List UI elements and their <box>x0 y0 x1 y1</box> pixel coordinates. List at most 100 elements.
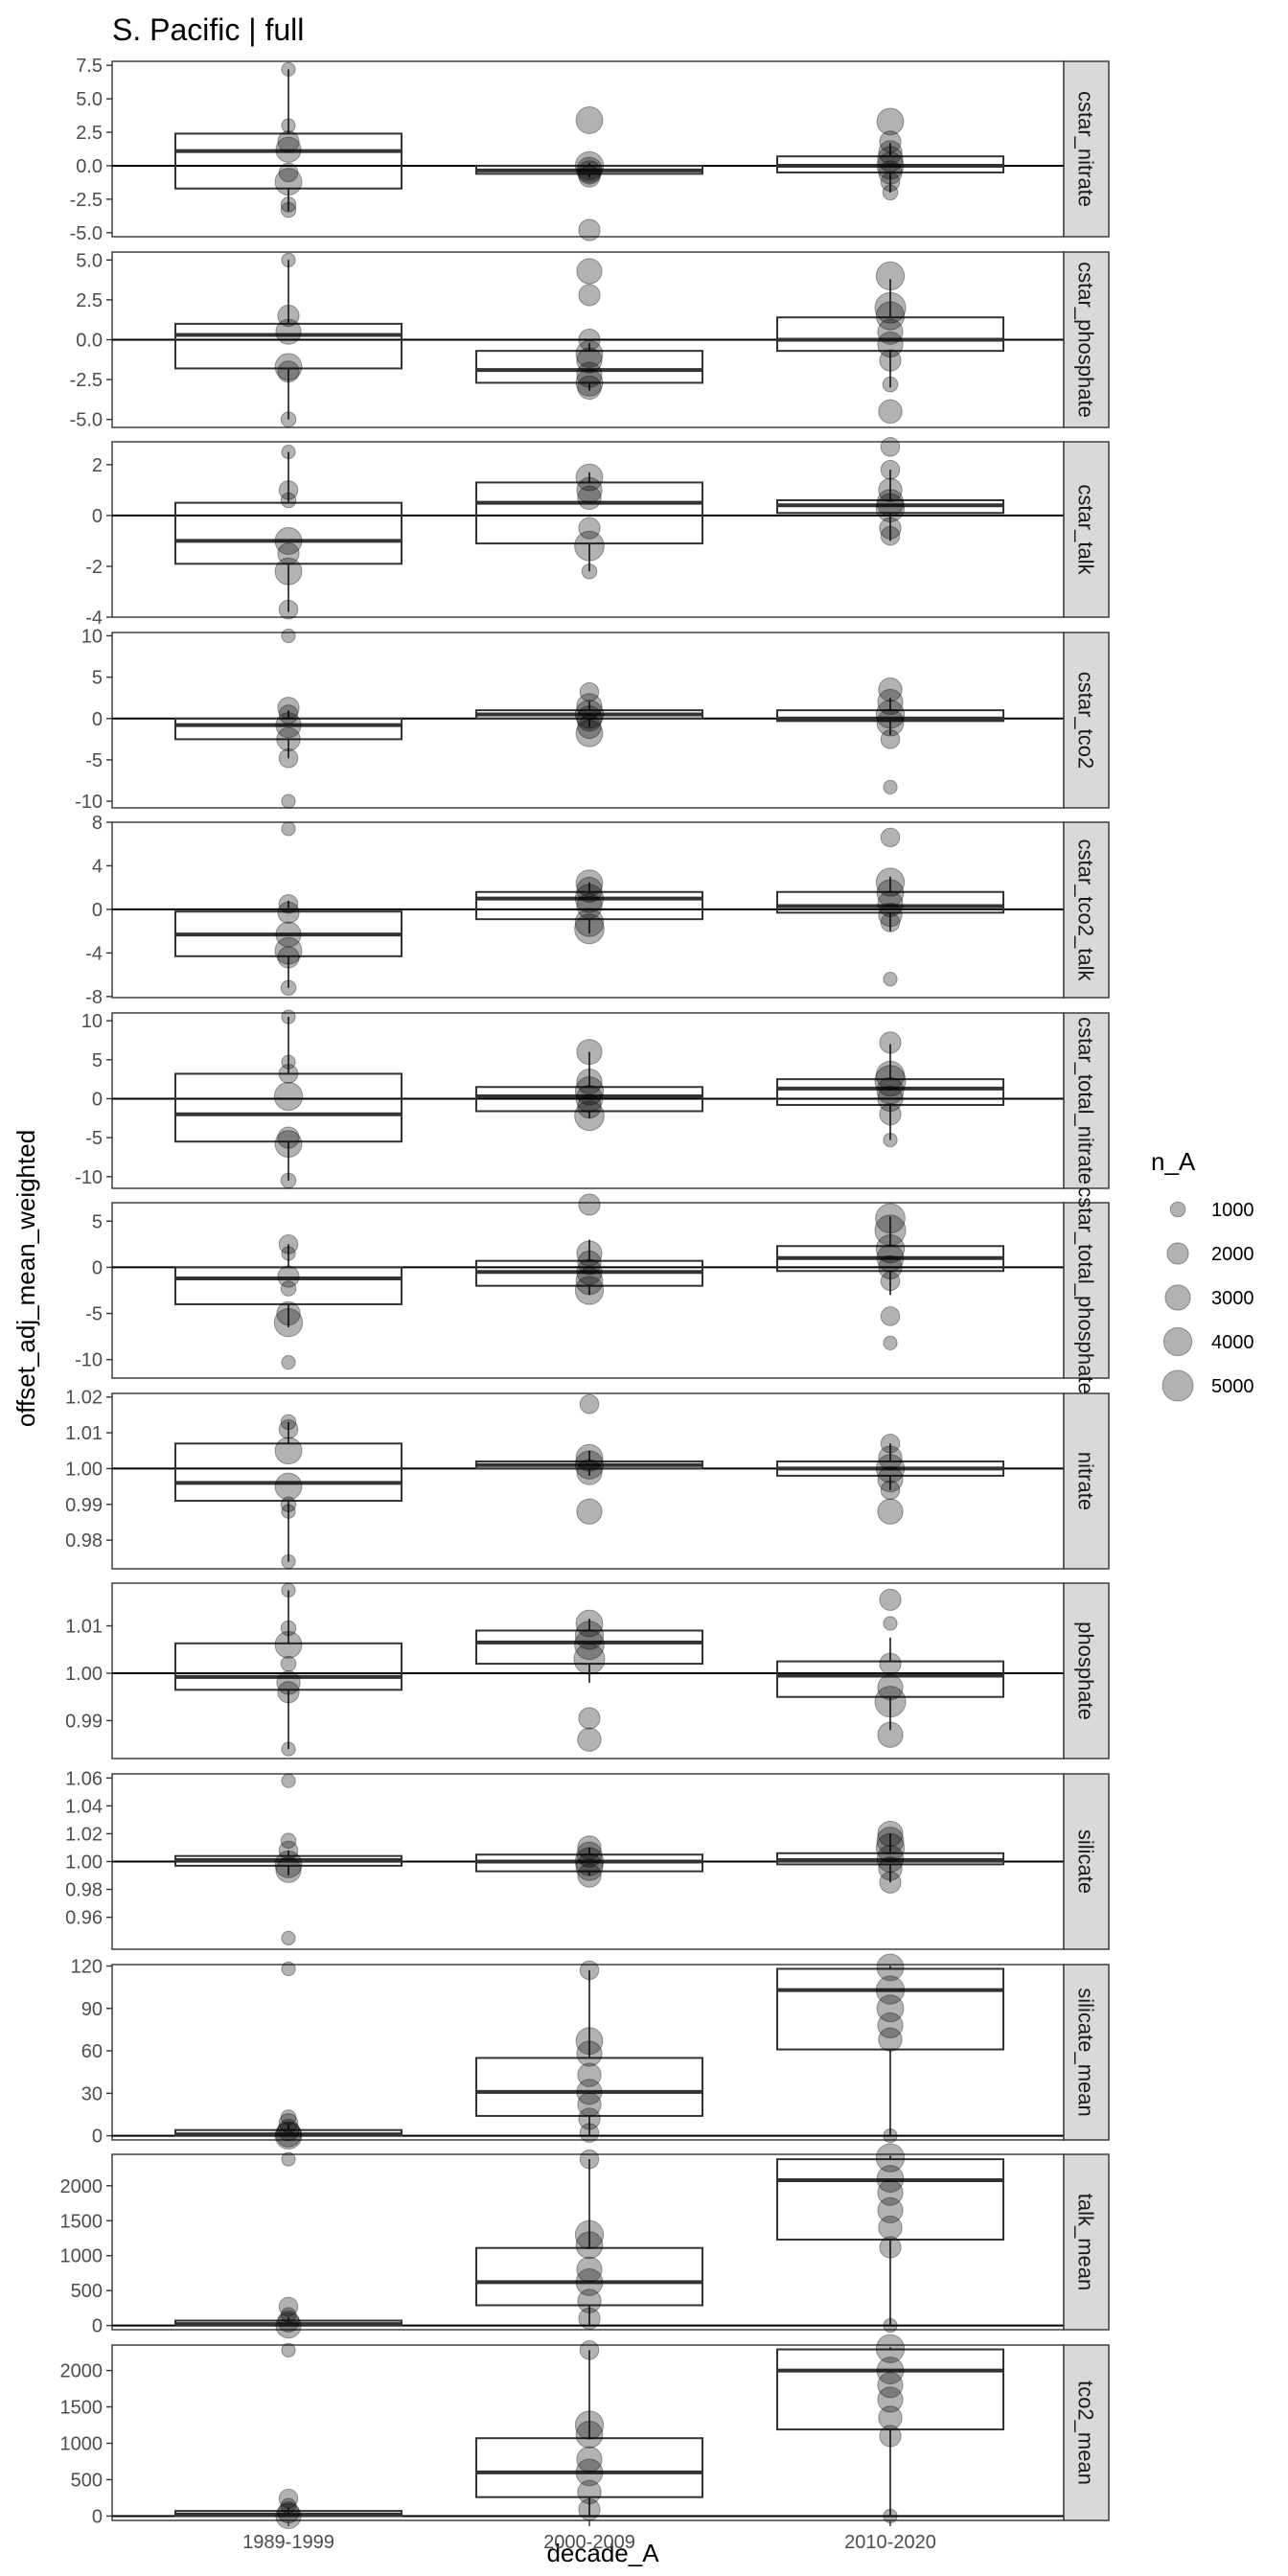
data-point <box>877 331 904 358</box>
y-tick-label: 0 <box>92 1089 103 1110</box>
data-point <box>877 2012 904 2039</box>
data-point <box>281 1246 296 1261</box>
data-point <box>876 107 905 136</box>
data-point <box>274 1850 303 1878</box>
facet-cstar-talk: -4 -2 0 2 cstar_talk <box>85 437 1110 629</box>
facet-strip-label: phosphate <box>1074 1622 1098 1720</box>
y-tick-label: -5 <box>85 750 103 771</box>
legend-title: n_A <box>1151 1147 1196 1176</box>
data-point <box>883 1616 898 1631</box>
facet-strip-label: cstar_phosphate <box>1074 262 1098 418</box>
data-point <box>578 284 601 307</box>
data-point <box>883 2128 898 2144</box>
y-tick-label: 60 <box>81 2041 103 2062</box>
data-point <box>579 681 600 702</box>
data-point <box>277 542 300 565</box>
data-point <box>878 1856 903 1881</box>
data-point <box>877 2179 904 2206</box>
data-point <box>577 714 602 740</box>
data-point <box>875 700 906 729</box>
data-point <box>280 1620 297 1637</box>
data-point <box>879 349 902 372</box>
data-point <box>574 908 605 937</box>
data-point <box>578 2107 601 2130</box>
facet-strip-label: silicate <box>1074 1829 1098 1894</box>
data-point <box>280 2109 297 2126</box>
data-point <box>578 2307 601 2330</box>
y-tick-label: 1.01 <box>65 1423 103 1444</box>
data-point <box>877 318 904 345</box>
data-point <box>576 2040 603 2067</box>
y-tick-label: -5 <box>85 1128 103 1149</box>
box <box>174 1266 402 1305</box>
facet-silicate-mean: 0 30 60 90 120 silicate_mean <box>71 1953 1110 2150</box>
data-point <box>575 2420 604 2449</box>
data-point <box>576 476 603 503</box>
data-point <box>274 353 303 381</box>
facet-strip <box>1063 821 1110 999</box>
data-point <box>574 2220 605 2250</box>
x-tick-label: 2000-2009 <box>543 2532 635 2553</box>
y-tick-label: 2 <box>92 455 103 476</box>
box <box>174 717 402 741</box>
data-point <box>578 517 601 540</box>
data-point <box>579 2340 600 2360</box>
data-point <box>281 252 296 267</box>
data-point <box>280 1655 297 1672</box>
y-tick-label: -5.0 <box>70 223 103 244</box>
facet-strip <box>1063 251 1110 428</box>
data-point <box>879 1871 902 1894</box>
data-point <box>277 130 300 153</box>
y-tick-label: 10 <box>81 1011 103 1032</box>
data-point <box>278 2113 299 2133</box>
data-point <box>575 2027 604 2056</box>
legend-label: 3000 <box>1211 1288 1254 1309</box>
data-point <box>883 972 898 987</box>
data-point <box>280 411 297 427</box>
data-point <box>275 318 302 345</box>
data-point <box>879 2425 902 2448</box>
data-point <box>275 2312 302 2339</box>
facet-strip <box>1063 2344 1110 2521</box>
data-point <box>878 1254 903 1280</box>
data-point <box>281 1930 296 1946</box>
facet-strip-label: nitrate <box>1074 1452 1098 1510</box>
data-point <box>879 2236 902 2259</box>
box <box>776 709 1004 723</box>
data-point <box>278 480 299 500</box>
data-point <box>278 1064 299 1084</box>
y-tick-label: 5 <box>92 1050 103 1071</box>
legend-label: 2000 <box>1211 1244 1254 1265</box>
panel-border <box>111 441 1065 618</box>
box <box>475 2437 703 2498</box>
data-point <box>574 1629 605 1661</box>
data-point <box>878 1445 903 1470</box>
data-point <box>574 1621 605 1650</box>
data-point <box>575 869 604 898</box>
facet-cstar-total-phosphate: -10 -5 0 5 cstar_total_phosphate <box>75 1186 1110 1394</box>
data-point <box>575 463 604 492</box>
facet-strip-label: cstar_tco2 <box>1074 672 1098 770</box>
facet-strip-label: tco2_mean <box>1074 2380 1098 2485</box>
data-point <box>578 218 601 242</box>
data-point <box>877 890 904 917</box>
data-point <box>880 459 901 480</box>
data-point <box>274 1130 303 1159</box>
y-tick-label: 1000 <box>60 2434 104 2455</box>
y-tick-label: 0.0 <box>76 331 103 352</box>
data-point <box>879 1031 902 1054</box>
data-point <box>877 2372 904 2399</box>
data-point <box>574 150 605 181</box>
y-tick-label: 90 <box>81 1999 103 2020</box>
panel-border <box>111 1582 1065 1760</box>
box <box>776 1660 1004 1698</box>
y-tick-label: -10 <box>75 792 103 813</box>
data-point <box>281 1054 296 1070</box>
y-tick-label: 2000 <box>60 2361 104 2382</box>
data-point <box>875 1060 906 1091</box>
data-point <box>278 1840 299 1861</box>
data-point <box>880 1306 901 1326</box>
facet-strip-label: cstar_tco2_talk <box>1074 840 1098 982</box>
y-axis-title: offset_adj_mean_weighted <box>12 1130 40 1427</box>
data-point <box>875 867 906 897</box>
